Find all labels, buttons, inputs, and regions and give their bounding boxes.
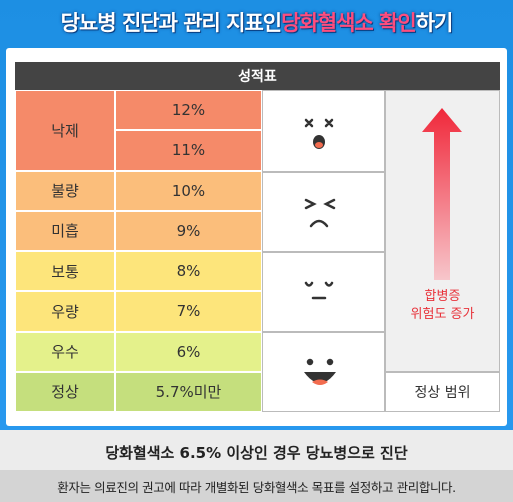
- grade-value: 8%: [115, 251, 262, 292]
- risk-arrow: [422, 108, 462, 280]
- face-cell: [262, 252, 385, 332]
- face-tongue: [312, 379, 328, 385]
- grade-label: 불량: [15, 170, 115, 211]
- grade-label: 보통: [15, 251, 115, 292]
- grade-value: 5.7%미만: [115, 371, 262, 412]
- face-tongue: [315, 142, 323, 148]
- footer-headline: 당화혈색소 6.5% 이상인 경우 당뇨병으로 진단: [0, 430, 513, 474]
- grade-value: 9%: [115, 210, 262, 251]
- title-text: 하기: [415, 11, 454, 35]
- grade-value: 7%: [115, 291, 262, 332]
- grade-value: 11%: [115, 130, 262, 171]
- risk-text: 위험도 증가: [410, 307, 475, 322]
- face-cell: [262, 172, 385, 252]
- risk-label: 합병증 위험도 증가: [385, 284, 500, 328]
- footer-note: 환자는 의료진의 권고에 따라 개별화된 당화혈색소 목표를 설정하고 관리합니…: [0, 470, 513, 502]
- risk-text: 합병증: [424, 289, 461, 304]
- face-icons: [304, 118, 336, 366]
- face-cell: [262, 90, 385, 172]
- table-title: 성적표: [15, 62, 500, 90]
- grade-label: 미흡: [15, 210, 115, 251]
- normal-label: 정상 범위: [385, 372, 500, 412]
- title: 당뇨병 진단과 관리 지표인 당화혈색소 확인 하기: [0, 4, 513, 40]
- grade-label: 낙제: [15, 90, 115, 171]
- grade-label: 우량: [15, 291, 115, 332]
- grade-value: 10%: [115, 170, 262, 211]
- grade-value: 12%: [115, 90, 262, 131]
- title-text: 당뇨병 진단과 관리 지표인: [60, 11, 282, 35]
- grade-value: 6%: [115, 331, 262, 372]
- grade-label: 우수: [15, 331, 115, 372]
- title-highlight: 당화혈색소 확인: [281, 11, 417, 35]
- face-mouth: [304, 372, 336, 383]
- grade-label: 정상: [15, 371, 115, 412]
